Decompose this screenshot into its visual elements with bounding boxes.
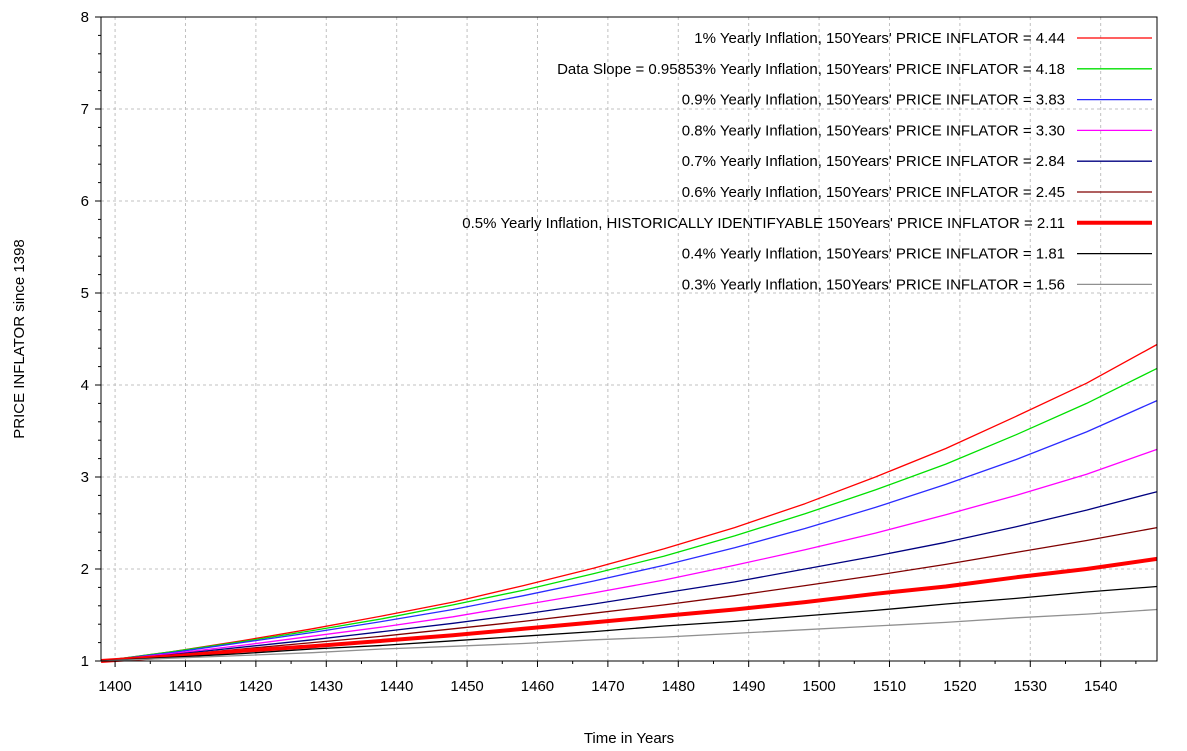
x-tick-label: 1520 [943, 678, 976, 695]
legend-label: 0.7% Yearly Inflation, 150Years' PRICE I… [682, 153, 1065, 170]
x-tick-label: 1490 [732, 678, 765, 695]
x-tick-label: 1500 [802, 678, 835, 695]
legend: 1% Yearly Inflation, 150Years' PRICE INF… [462, 30, 1152, 293]
legend-item: 0.5% Yearly Inflation, HISTORICALLY IDEN… [462, 215, 1152, 232]
x-tick-label: 1530 [1014, 678, 1047, 695]
y-tick-label: 3 [81, 469, 89, 486]
x-axis: 1400 1410 1420 1430 1440 1450 1460 1470 1480 1490… [98, 661, 1137, 695]
series-line-7 [100, 556, 1158, 663]
legend-item: 0.4% Yearly Inflation, 150Years' PRICE I… [682, 246, 1152, 263]
legend-label: 0.3% Yearly Inflation, 150Years' PRICE I… [682, 276, 1065, 293]
x-tick-label: 1460 [521, 678, 554, 695]
y-tick-label: 2 [81, 561, 89, 578]
plot-frame [100, 16, 1158, 662]
y-tick-label: 8 [81, 9, 89, 26]
legend-label: 0.8% Yearly Inflation, 150Years' PRICE I… [682, 122, 1065, 139]
x-tick-label: 1410 [169, 678, 202, 695]
x-tick-label: 1510 [873, 678, 906, 695]
series-line-5 [100, 491, 1158, 662]
legend-label: Data Slope = 0.95853% Yearly Inflation, … [557, 61, 1065, 78]
x-tick-label: 1430 [310, 678, 343, 695]
y-tick-label: 4 [81, 377, 89, 394]
legend-label: 1% Yearly Inflation, 150Years' PRICE INF… [694, 30, 1065, 47]
legend-label: 0.5% Yearly Inflation, HISTORICALLY IDEN… [462, 215, 1065, 232]
y-axis-title: PRICE INFLATOR since 1398 [11, 239, 28, 439]
series-lines [100, 343, 1158, 663]
x-tick-label: 1450 [450, 678, 483, 695]
legend-label: 0.4% Yearly Inflation, 150Years' PRICE I… [682, 246, 1065, 263]
x-tick-label: 1420 [239, 678, 272, 695]
series-line-8 [100, 585, 1158, 662]
legend-label: 0.9% Yearly Inflation, 150Years' PRICE I… [682, 92, 1065, 109]
y-tick-label: 5 [81, 285, 89, 302]
series-line-6 [100, 526, 1158, 662]
y-tick-label: 7 [81, 101, 89, 118]
y-tick-label: 1 [81, 653, 89, 670]
series-line-2 [100, 367, 1158, 662]
legend-item: 0.7% Yearly Inflation, 150Years' PRICE I… [682, 153, 1152, 170]
x-tick-label: 1400 [98, 678, 131, 695]
x-tick-label: 1440 [380, 678, 413, 695]
series-line-3 [100, 400, 1158, 662]
legend-item: 0.6% Yearly Inflation, 150Years' PRICE I… [682, 184, 1152, 201]
legend-item: 0.8% Yearly Inflation, 150Years' PRICE I… [682, 122, 1152, 139]
legend-item: 0.3% Yearly Inflation, 150Years' PRICE I… [682, 276, 1152, 293]
legend-item: 1% Yearly Inflation, 150Years' PRICE INF… [694, 30, 1152, 47]
series-line-4 [100, 448, 1158, 662]
x-tick-label: 1470 [591, 678, 624, 695]
y-tick-label: 6 [81, 193, 89, 210]
x-tick-label: 1480 [662, 678, 695, 695]
y-axis: 1 2 3 4 5 6 7 8 [81, 9, 101, 670]
legend-item: 0.9% Yearly Inflation, 150Years' PRICE I… [682, 92, 1152, 109]
legend-item: Data Slope = 0.95853% Yearly Inflation, … [557, 61, 1152, 78]
series-line-1 [100, 343, 1158, 662]
x-tick-label: 1540 [1084, 678, 1117, 695]
series-line-9 [100, 608, 1158, 662]
legend-label: 0.6% Yearly Inflation, 150Years' PRICE I… [682, 184, 1065, 201]
x-axis-title: Time in Years [584, 730, 674, 747]
